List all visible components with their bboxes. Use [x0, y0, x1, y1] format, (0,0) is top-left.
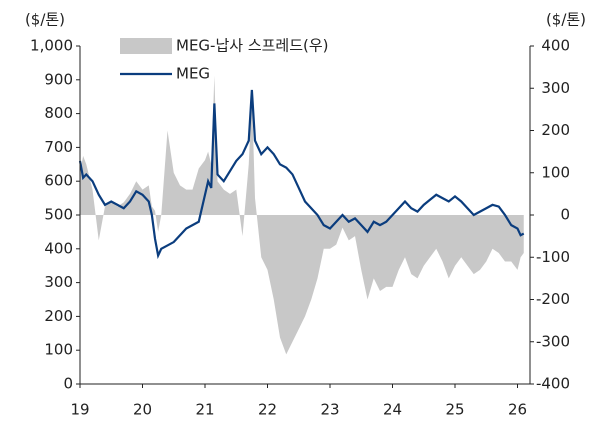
y-axis-label: ($/톤) — [25, 11, 65, 29]
y2-tick-label: 0 — [560, 206, 570, 224]
y2-tick-label: -200 — [536, 290, 570, 308]
legend-label: MEG-납사 스프레드(우) — [176, 37, 329, 55]
y-tick-label: 100 — [44, 341, 73, 359]
x-tick-label: 25 — [445, 401, 464, 419]
y-tick-label: 200 — [44, 307, 73, 325]
legend-label: MEG — [176, 65, 210, 83]
y-tick-label: 0 — [63, 375, 73, 393]
x-tick-label: 23 — [320, 401, 339, 419]
y2-tick-label: -300 — [536, 332, 570, 350]
x-tick-label: 19 — [70, 401, 89, 419]
y2-tick-label: 300 — [541, 79, 570, 97]
y-tick-label: 700 — [44, 138, 73, 156]
y2-tick-label: 200 — [541, 121, 570, 139]
y2-tick-label: -400 — [536, 375, 570, 393]
y-tick-label: 800 — [44, 104, 73, 122]
x-tick-label: 26 — [508, 401, 527, 419]
y-tick-label: 500 — [44, 206, 73, 224]
x-tick-label: 22 — [258, 401, 277, 419]
x-tick-label: 20 — [133, 401, 152, 419]
x-tick-label: 21 — [195, 401, 214, 419]
y2-tick-label: 100 — [541, 163, 570, 181]
y-tick-label: 600 — [44, 172, 73, 190]
y-tick-label: 400 — [44, 239, 73, 257]
y-tick-label: 300 — [44, 273, 73, 291]
meg-line — [78, 89, 525, 260]
legend-swatch — [120, 38, 172, 54]
spread-area — [80, 75, 524, 355]
y-tick-label: 900 — [44, 70, 73, 88]
x-tick-label: 24 — [383, 401, 402, 419]
y2-tick-label: -100 — [536, 248, 570, 266]
y2-tick-label: 400 — [541, 37, 570, 55]
y2-axis-label: ($/톤) — [546, 11, 586, 29]
y-tick-label: 1,000 — [30, 37, 73, 55]
